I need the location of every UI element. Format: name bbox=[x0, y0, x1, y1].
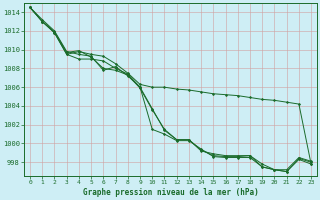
X-axis label: Graphe pression niveau de la mer (hPa): Graphe pression niveau de la mer (hPa) bbox=[83, 188, 259, 197]
